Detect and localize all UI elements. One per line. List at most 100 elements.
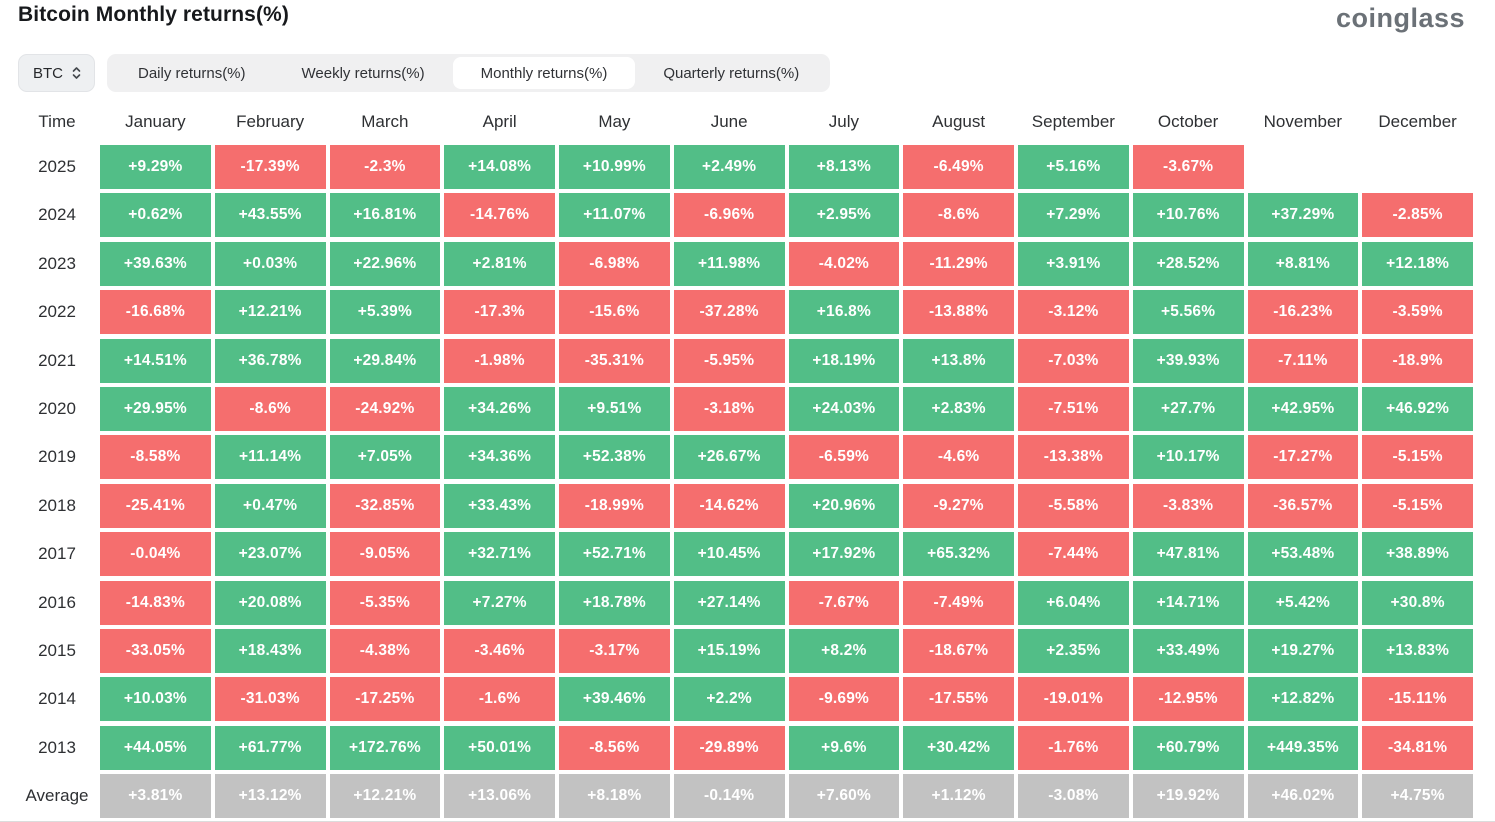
- return-cell: +60.79%: [1132, 725, 1244, 770]
- tab-quarterly-returns[interactable]: Quarterly returns(%): [635, 57, 827, 89]
- row-label: 2018: [38, 495, 76, 515]
- column-header-september: September: [1031, 111, 1115, 131]
- return-cell: -3.18%: [673, 386, 785, 431]
- return-cell: +28.52%: [1132, 241, 1244, 286]
- tab-monthly-returns[interactable]: Monthly returns(%): [452, 57, 636, 89]
- return-cell: -0.14%: [673, 774, 785, 819]
- return-cell: +46.92%: [1362, 386, 1473, 431]
- table-row-2014: 2014 +10.03% -31.03% -17.25% -1.6% +39.46% +2.…: [18, 677, 1473, 722]
- row-label: 2025: [38, 157, 76, 176]
- return-cell: -1.6%: [444, 677, 555, 722]
- return-cell: +7.05%: [329, 435, 441, 480]
- return-cell: +8.2%: [788, 628, 900, 673]
- return-cell: -1.98%: [444, 338, 555, 383]
- coinglass-logo: coinglass: [1335, 3, 1465, 33]
- return-cell: +14.08%: [444, 145, 555, 189]
- return-cell: -16.68%: [100, 290, 211, 335]
- return-cell: +34.26%: [444, 386, 555, 431]
- return-cell: +37.29%: [1247, 193, 1359, 238]
- return-cell: -9.27%: [903, 483, 1014, 528]
- return-cell: -33.05%: [100, 628, 211, 673]
- return-cell: +42.95%: [1247, 386, 1359, 431]
- return-cell: -14.83%: [100, 580, 211, 625]
- return-cell: +8.81%: [1247, 241, 1359, 286]
- table-row-2023: 2023 +39.63% +0.03% +22.96% +2.81% -6.98% +11.…: [18, 241, 1473, 286]
- column-header-may: May: [598, 111, 631, 131]
- return-cell: +24.03%: [788, 386, 900, 431]
- return-cell: -31.03%: [214, 677, 326, 722]
- return-cell: -5.35%: [329, 580, 441, 625]
- return-cell: +9.6%: [788, 725, 900, 770]
- return-cell: +5.16%: [1018, 145, 1129, 189]
- return-cell: +32.71%: [444, 532, 555, 577]
- return-cell: +39.63%: [100, 241, 211, 286]
- return-cell: +13.83%: [1362, 628, 1473, 673]
- return-cell: -34.81%: [1362, 725, 1473, 770]
- return-cell: +36.78%: [214, 338, 326, 383]
- return-cell: -12.95%: [1132, 677, 1244, 722]
- return-cell: +27.7%: [1132, 386, 1244, 431]
- column-header-august: August: [932, 111, 986, 131]
- symbol-select-value: BTC: [33, 64, 63, 82]
- return-cell: +3.91%: [1018, 241, 1129, 286]
- return-cell: +0.47%: [214, 483, 326, 528]
- table-row-2025: 2025 +9.29% -17.39% -2.3% +14.08% +10.99% +2.4…: [18, 145, 1473, 189]
- return-cell: -37.28%: [673, 290, 785, 335]
- return-cell: -0.04%: [100, 532, 211, 577]
- return-cell: +12.18%: [1362, 241, 1473, 286]
- return-cell: [1248, 145, 1359, 189]
- return-cell: -2.85%: [1362, 193, 1473, 238]
- return-cell: +10.99%: [559, 145, 670, 189]
- return-cell: +52.38%: [559, 435, 670, 480]
- return-cell: -6.49%: [903, 145, 1014, 189]
- return-cell: +9.51%: [559, 386, 670, 431]
- table-row-2017: 2017 -0.04% +23.07% -9.05% +32.71% +52.71% +10…: [18, 532, 1473, 577]
- return-cell: +1.12%: [903, 774, 1014, 819]
- return-cell: +3.81%: [100, 774, 211, 819]
- tab-weekly-returns[interactable]: Weekly returns(%): [274, 57, 453, 89]
- return-cell: -8.56%: [559, 725, 670, 770]
- return-cell: +2.83%: [903, 386, 1014, 431]
- table-row-average: Average +3.81% +13.12% +12.21% +13.06% +8.18%…: [18, 774, 1473, 819]
- return-cell: -3.83%: [1132, 483, 1244, 528]
- return-cell: +13.8%: [903, 338, 1014, 383]
- table-row-2021: 2021 +14.51% +36.78% +29.84% -1.98% -35.31% -5…: [18, 338, 1473, 383]
- row-label: 2021: [38, 350, 76, 370]
- return-cell: -7.49%: [903, 580, 1014, 625]
- return-cell: -17.3%: [444, 290, 555, 335]
- return-cell: +43.55%: [214, 193, 326, 238]
- return-cell: +23.07%: [214, 532, 326, 577]
- return-cell: +44.05%: [100, 725, 211, 770]
- table-row-2020: 2020 +29.95% -8.6% -24.92% +34.26% +9.51% -3.1…: [18, 386, 1473, 431]
- row-label: 2017: [38, 544, 76, 564]
- column-header-january: January: [125, 111, 186, 131]
- column-header-july: July: [828, 111, 859, 131]
- return-cell: +172.76%: [329, 725, 441, 770]
- return-cell: +50.01%: [444, 725, 555, 770]
- return-cell: +10.45%: [673, 532, 785, 577]
- return-cell: -7.51%: [1018, 386, 1129, 431]
- return-cell: +65.32%: [903, 532, 1014, 577]
- symbol-select[interactable]: BTC: [18, 54, 95, 92]
- page-header: Bitcoin Monthly returns(%) coinglass: [0, 0, 1495, 34]
- tab-daily-returns[interactable]: Daily returns(%): [110, 57, 274, 89]
- return-cell: +30.42%: [903, 725, 1014, 770]
- return-cell: +10.17%: [1132, 435, 1244, 480]
- return-cell: +2.81%: [444, 241, 555, 286]
- return-cell: +13.06%: [444, 774, 555, 819]
- return-cell: +34.36%: [444, 435, 555, 480]
- return-cell: +52.71%: [559, 532, 670, 577]
- return-cell: -6.96%: [673, 193, 785, 238]
- return-cell: +8.18%: [559, 774, 670, 819]
- return-cell: +5.39%: [329, 290, 441, 335]
- return-cell: +7.60%: [788, 774, 900, 819]
- return-cell: +7.29%: [1018, 193, 1129, 238]
- row-label: 2022: [38, 302, 76, 322]
- return-cell: +17.92%: [788, 532, 900, 577]
- return-cell: -4.02%: [788, 241, 900, 286]
- return-cell: +10.03%: [100, 677, 211, 722]
- row-label: 2020: [38, 398, 76, 418]
- table-row-2024: 2024 +0.62% +43.55% +16.81% -14.76% +11.07% -6…: [18, 193, 1473, 238]
- return-cell: +12.82%: [1247, 677, 1359, 722]
- row-label: 2014: [38, 689, 76, 709]
